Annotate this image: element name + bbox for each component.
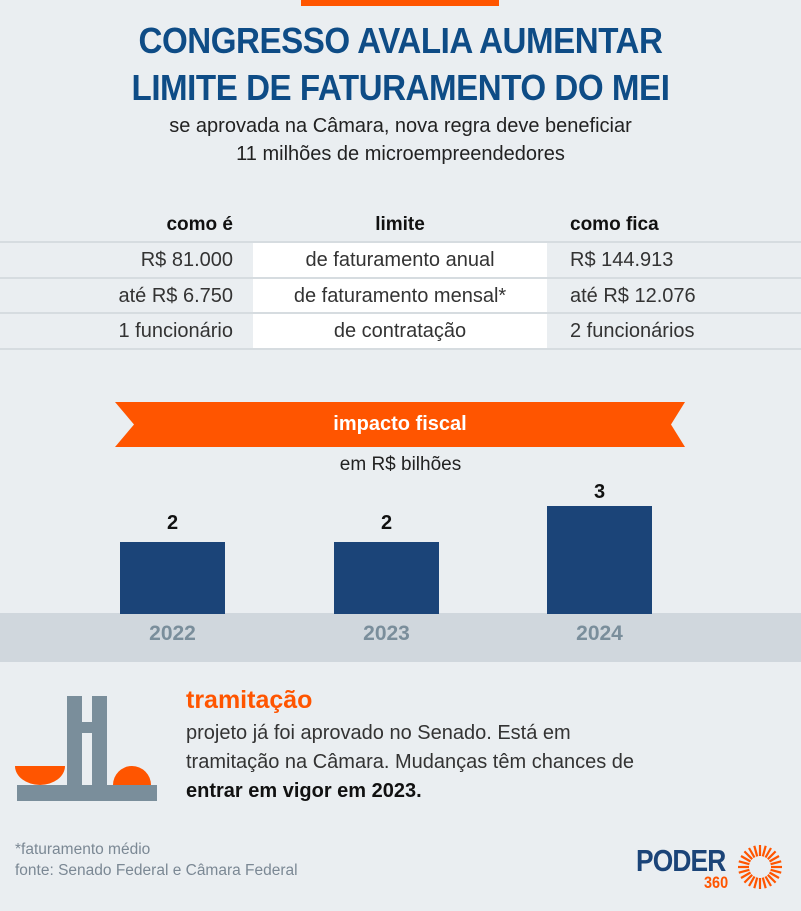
cell-current-annual: R$ 81.000 [140,249,233,271]
cell-limit-annual: de faturamento anual [305,249,495,271]
bar-2024 [547,506,652,614]
x-tick-2024: 2024 [576,622,623,645]
congress-building-icon [15,696,157,801]
header-new: como fica [570,214,659,235]
row-divider [0,241,801,243]
row-divider [0,277,801,279]
bar-2023 [334,542,439,614]
fiscal-impact-title: impacto fiscal [333,413,467,435]
x-tick-2022: 2022 [149,622,196,645]
cell-new-annual: R$ 144.913 [570,249,674,271]
cell-current-monthly: até R$ 6.750 [118,285,233,307]
logo-word: PODER [636,843,726,878]
tramitacao-body: projeto já foi aprovado no Senado. Está … [186,719,766,806]
tramitacao-heading: tramitação [186,686,313,714]
x-axis-band [0,613,801,662]
cell-current-hiring: 1 funcionário [118,320,233,342]
subtitle-line-1: se aprovada na Câmara, nova regra deve b… [169,115,632,137]
top-accent-bar [301,0,499,6]
limit-column-bg [253,243,547,349]
bar-2022 [120,542,225,614]
bar-value-2024: 3 [593,481,606,503]
source-note: fonte: Senado Federal e Câmara Federal [15,862,298,879]
tramitacao-line-3-bold: entrar em vigor em 2023. [186,780,422,802]
row-divider [0,312,801,314]
page-title-line-2: LIMITE DE FATURAMENTO DO MEI [131,67,670,108]
cell-limit-monthly: de faturamento mensal* [293,285,507,307]
page-title-line-1: CONGRESSO AVALIA AUMENTAR [138,20,663,61]
ribbon-banner [115,402,685,447]
cell-limit-hiring: de contratação [333,320,467,342]
header-current: como é [166,214,233,235]
bar-value-2023: 2 [380,512,393,534]
header-limit: limite [375,214,425,235]
bar-value-2022: 2 [166,512,179,534]
cell-new-monthly: até R$ 12.076 [570,285,696,307]
subtitle-line-2: 11 milhões de microempreendedores [236,143,565,165]
x-tick-2023: 2023 [363,622,410,645]
chart-unit-label: em R$ bilhões [339,454,462,475]
footnote: *faturamento médio [15,841,151,858]
tramitacao-line-1: projeto já foi aprovado no Senado. Está … [186,722,571,744]
logo-number: 360 [704,873,729,892]
sunburst-icon [738,845,782,889]
tramitacao-line-2: tramitação na Câmara. Mudanças têm chanc… [186,751,634,773]
row-divider [0,348,801,350]
cell-new-hiring: 2 funcionários [570,320,695,342]
